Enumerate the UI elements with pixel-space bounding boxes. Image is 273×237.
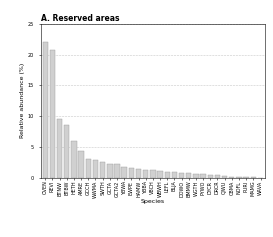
Bar [236, 177, 242, 178]
Bar [136, 169, 141, 178]
Bar [64, 125, 69, 178]
Bar [143, 170, 149, 178]
Bar [186, 173, 191, 178]
Bar [251, 177, 256, 178]
Bar [179, 173, 184, 178]
Bar [50, 50, 55, 178]
Bar [121, 167, 127, 178]
Bar [165, 172, 170, 178]
X-axis label: Species: Species [141, 199, 165, 204]
Bar [78, 151, 84, 178]
Bar [100, 162, 105, 178]
Bar [215, 175, 220, 178]
Bar [150, 170, 156, 178]
Bar [86, 159, 91, 178]
Bar [222, 176, 227, 178]
Bar [157, 171, 163, 178]
Bar [57, 118, 62, 178]
Bar [193, 174, 199, 178]
Bar [129, 168, 134, 178]
Bar [71, 141, 77, 178]
Bar [93, 160, 98, 178]
Bar [229, 177, 235, 178]
Bar [172, 172, 177, 178]
Y-axis label: Relative abundance (%): Relative abundance (%) [20, 63, 25, 138]
Bar [43, 42, 48, 178]
Bar [107, 164, 112, 178]
Bar [200, 174, 206, 178]
Bar [114, 164, 120, 178]
Text: A. Reserved areas: A. Reserved areas [41, 14, 120, 23]
Bar [207, 175, 213, 178]
Bar [244, 177, 249, 178]
